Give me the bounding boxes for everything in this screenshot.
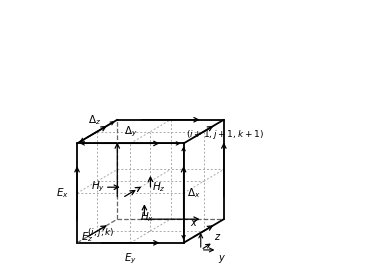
Text: $E_x$: $E_x$: [56, 186, 69, 200]
Text: $H_z$: $H_z$: [152, 180, 166, 194]
Text: $\Delta_x$: $\Delta_x$: [187, 186, 201, 200]
Text: $H_x$: $H_x$: [140, 210, 154, 224]
Text: $(i+1, j+1, k+1)$: $(i+1, j+1, k+1)$: [186, 128, 264, 141]
Text: $(i, j, k)$: $(i, j, k)$: [87, 226, 115, 239]
Text: $z$: $z$: [215, 232, 222, 242]
Text: $y$: $y$: [219, 254, 227, 265]
Text: $E_z$: $E_z$: [81, 230, 94, 244]
Text: $x$: $x$: [190, 218, 198, 228]
Text: $E_y$: $E_y$: [124, 251, 137, 266]
Text: $\Delta_z$: $\Delta_z$: [88, 113, 102, 127]
Text: $\Delta_y$: $\Delta_y$: [124, 124, 137, 139]
Text: $H_y$: $H_y$: [91, 180, 105, 194]
